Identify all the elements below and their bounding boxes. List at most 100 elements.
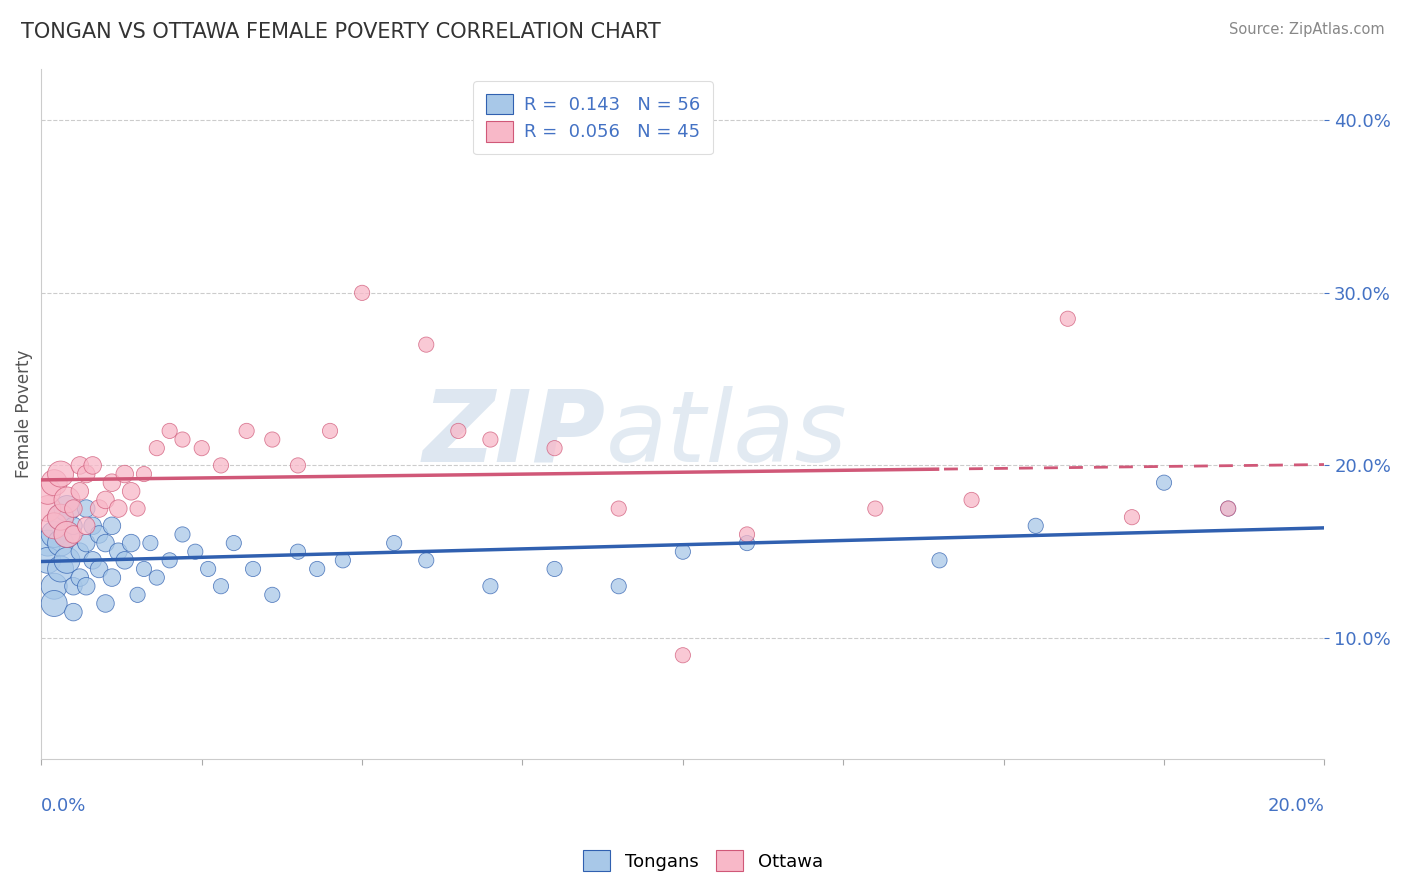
Point xyxy=(543,562,565,576)
Point xyxy=(114,553,136,567)
Point xyxy=(172,527,194,541)
Point xyxy=(960,492,983,507)
Point xyxy=(94,536,117,550)
Point xyxy=(307,562,329,576)
Point xyxy=(62,527,84,541)
Point xyxy=(94,597,117,611)
Point xyxy=(735,536,758,550)
Point xyxy=(209,579,232,593)
Point xyxy=(172,433,194,447)
Point xyxy=(69,484,91,499)
Point xyxy=(62,518,84,533)
Point xyxy=(49,467,72,481)
Point xyxy=(56,527,79,541)
Point xyxy=(607,579,630,593)
Point xyxy=(672,545,695,559)
Point xyxy=(37,501,59,516)
Point xyxy=(120,536,142,550)
Point xyxy=(1056,311,1078,326)
Point xyxy=(62,501,84,516)
Point xyxy=(56,553,79,567)
Point xyxy=(1153,475,1175,490)
Point xyxy=(382,536,405,550)
Point xyxy=(75,518,97,533)
Point xyxy=(543,441,565,455)
Point xyxy=(1218,501,1240,516)
Point xyxy=(672,648,695,663)
Point xyxy=(332,553,354,567)
Point xyxy=(287,545,309,559)
Point xyxy=(94,492,117,507)
Legend: Tongans, Ottawa: Tongans, Ottawa xyxy=(576,843,830,879)
Point xyxy=(184,545,207,559)
Point xyxy=(607,501,630,516)
Point xyxy=(287,458,309,473)
Point xyxy=(262,588,284,602)
Point xyxy=(865,501,887,516)
Point xyxy=(1218,501,1240,516)
Point xyxy=(82,518,104,533)
Point xyxy=(69,545,91,559)
Point xyxy=(44,527,66,541)
Point xyxy=(37,536,59,550)
Point xyxy=(159,553,181,567)
Point xyxy=(44,475,66,490)
Text: 20.0%: 20.0% xyxy=(1268,797,1324,814)
Point xyxy=(928,553,950,567)
Text: atlas: atlas xyxy=(606,386,848,483)
Point xyxy=(101,571,124,585)
Legend: R =  0.143   N = 56, R =  0.056   N = 45: R = 0.143 N = 56, R = 0.056 N = 45 xyxy=(474,81,713,154)
Point xyxy=(101,475,124,490)
Point xyxy=(146,571,169,585)
Point xyxy=(101,518,124,533)
Point xyxy=(75,579,97,593)
Point xyxy=(75,501,97,516)
Point xyxy=(49,510,72,524)
Y-axis label: Female Poverty: Female Poverty xyxy=(15,350,32,478)
Text: TONGAN VS OTTAWA FEMALE POVERTY CORRELATION CHART: TONGAN VS OTTAWA FEMALE POVERTY CORRELAT… xyxy=(21,22,661,42)
Point xyxy=(242,562,264,576)
Point xyxy=(1121,510,1143,524)
Point xyxy=(87,501,110,516)
Point xyxy=(262,433,284,447)
Point xyxy=(159,424,181,438)
Text: 0.0%: 0.0% xyxy=(41,797,87,814)
Point xyxy=(69,571,91,585)
Point xyxy=(56,527,79,541)
Point xyxy=(146,441,169,455)
Point xyxy=(235,424,257,438)
Point xyxy=(56,501,79,516)
Point xyxy=(49,562,72,576)
Point xyxy=(107,545,129,559)
Point xyxy=(415,337,437,351)
Point xyxy=(49,536,72,550)
Point xyxy=(190,441,212,455)
Point xyxy=(107,501,129,516)
Point xyxy=(44,579,66,593)
Point xyxy=(62,579,84,593)
Point xyxy=(127,588,149,602)
Point xyxy=(127,501,149,516)
Point xyxy=(75,536,97,550)
Point xyxy=(132,467,155,481)
Text: ZIP: ZIP xyxy=(423,386,606,483)
Point xyxy=(75,467,97,481)
Point xyxy=(69,458,91,473)
Point xyxy=(447,424,470,438)
Point xyxy=(44,597,66,611)
Point xyxy=(37,484,59,499)
Point xyxy=(209,458,232,473)
Text: Source: ZipAtlas.com: Source: ZipAtlas.com xyxy=(1229,22,1385,37)
Point xyxy=(1025,518,1047,533)
Point xyxy=(352,285,374,300)
Point xyxy=(82,553,104,567)
Point xyxy=(44,518,66,533)
Point xyxy=(197,562,219,576)
Point xyxy=(114,467,136,481)
Point xyxy=(120,484,142,499)
Point xyxy=(222,536,245,550)
Point xyxy=(319,424,342,438)
Point xyxy=(139,536,162,550)
Point xyxy=(87,562,110,576)
Point xyxy=(479,433,502,447)
